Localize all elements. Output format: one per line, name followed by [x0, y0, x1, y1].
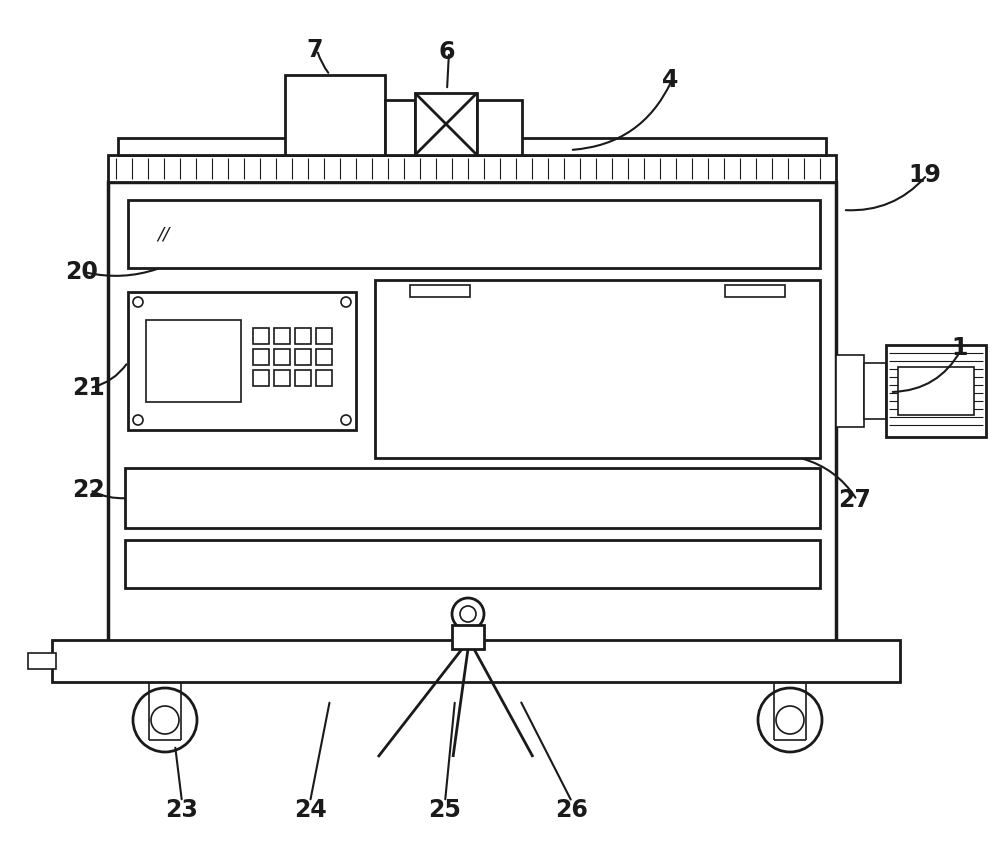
- Circle shape: [452, 598, 484, 630]
- Circle shape: [776, 706, 804, 734]
- Text: 7: 7: [307, 38, 323, 62]
- Text: 24: 24: [294, 798, 326, 822]
- Bar: [864, 363, 886, 419]
- Bar: [146, 320, 241, 402]
- Circle shape: [341, 297, 351, 307]
- Circle shape: [133, 297, 143, 307]
- Bar: [898, 367, 974, 415]
- Bar: [836, 355, 864, 427]
- Text: 23: 23: [166, 798, 198, 822]
- Bar: [118, 138, 826, 155]
- Circle shape: [460, 606, 476, 622]
- Text: 6: 6: [439, 40, 455, 64]
- Bar: [886, 345, 986, 437]
- Text: 20: 20: [66, 260, 98, 284]
- Text: 1: 1: [952, 336, 968, 360]
- Circle shape: [133, 415, 143, 425]
- Bar: [452, 625, 484, 649]
- Bar: [108, 155, 836, 182]
- Bar: [108, 182, 836, 680]
- Bar: [128, 200, 820, 268]
- Bar: [375, 280, 820, 458]
- Bar: [274, 349, 290, 365]
- Bar: [385, 100, 415, 155]
- Bar: [253, 328, 269, 344]
- Circle shape: [133, 688, 197, 752]
- Text: //: //: [157, 225, 169, 243]
- Bar: [253, 349, 269, 365]
- Bar: [274, 328, 290, 344]
- Circle shape: [341, 415, 351, 425]
- Circle shape: [758, 688, 822, 752]
- Bar: [285, 75, 385, 155]
- Text: 21: 21: [72, 376, 104, 400]
- Text: 19: 19: [909, 163, 941, 187]
- Bar: [52, 640, 900, 682]
- Bar: [415, 93, 477, 155]
- Text: 25: 25: [429, 798, 461, 822]
- Bar: [316, 370, 332, 386]
- Text: 4: 4: [662, 68, 678, 92]
- Text: 27: 27: [839, 488, 871, 512]
- Bar: [28, 653, 56, 669]
- Bar: [316, 349, 332, 365]
- Bar: [725, 285, 785, 297]
- Bar: [410, 285, 470, 297]
- Bar: [125, 540, 820, 588]
- Text: 26: 26: [556, 798, 588, 822]
- Bar: [295, 370, 311, 386]
- Bar: [125, 468, 820, 528]
- Bar: [274, 370, 290, 386]
- Circle shape: [151, 706, 179, 734]
- Bar: [316, 328, 332, 344]
- Bar: [295, 328, 311, 344]
- Bar: [128, 292, 356, 430]
- Bar: [253, 370, 269, 386]
- Bar: [477, 100, 522, 155]
- Bar: [295, 349, 311, 365]
- Text: 22: 22: [72, 478, 104, 502]
